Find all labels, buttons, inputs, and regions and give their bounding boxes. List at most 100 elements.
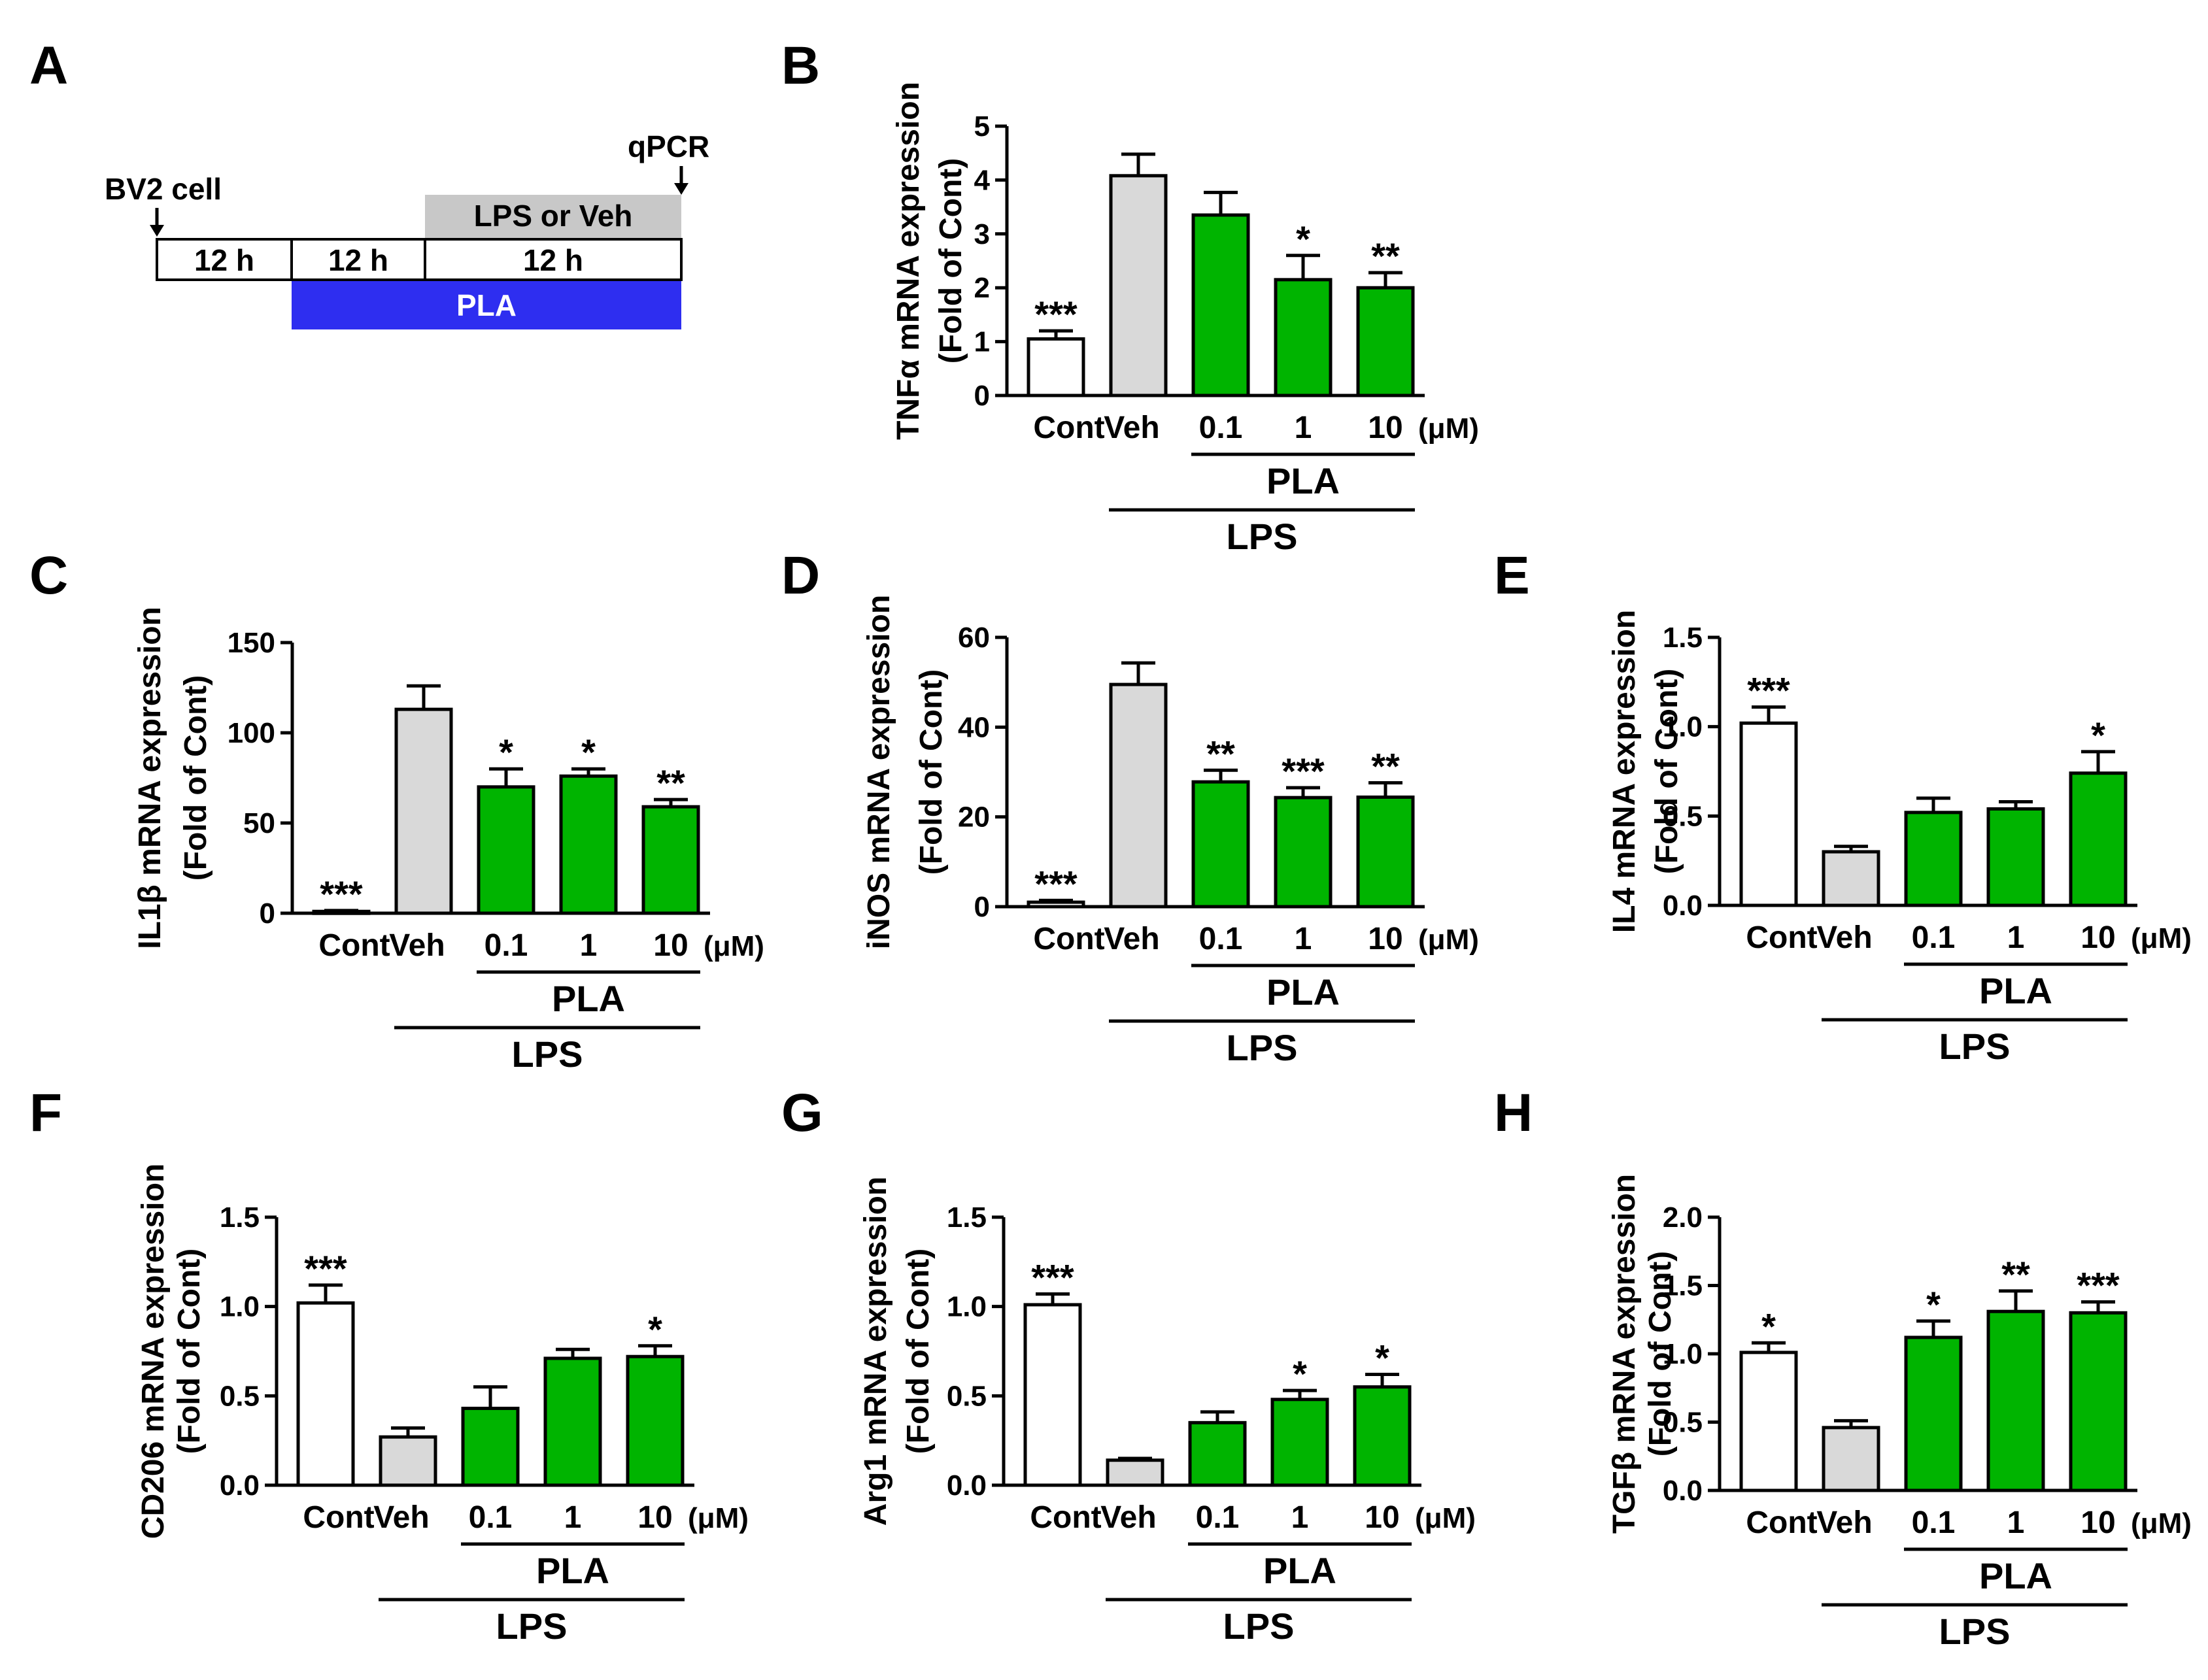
bar-10 — [2069, 1311, 2128, 1492]
bar-cont — [1023, 1303, 1082, 1487]
pla-treatment-label: PLA — [456, 288, 517, 322]
y-tick-label: 1.5 — [947, 1201, 987, 1234]
y-axis-subtitle: (Fold of Cont) — [178, 675, 213, 881]
significance-marker: *** — [304, 1248, 347, 1289]
y-tick-label: 0.0 — [1663, 1475, 1703, 1507]
y-axis-subtitle: (Fold of Cont) — [1643, 1251, 1678, 1457]
panel-letter-a: A — [29, 36, 68, 95]
x-category-label: 0.1 — [469, 1500, 513, 1535]
x-category-label: Veh — [1104, 922, 1159, 956]
x-category-label: 10 — [1365, 1500, 1399, 1535]
x-category-label: 1 — [1295, 411, 1312, 445]
y-tick-label: 1.0 — [1663, 1338, 1703, 1370]
y-tick-label: 100 — [228, 717, 275, 749]
y-axis-title: CD206 mRNA expression — [136, 1164, 171, 1539]
unit-label: (μM) — [704, 930, 764, 962]
y-tick-label: 1.5 — [220, 1201, 260, 1234]
x-category-label: Veh — [1816, 920, 1872, 955]
bar-0-1 — [1191, 213, 1250, 397]
x-category-label: 1 — [1291, 1500, 1309, 1535]
lps-group-label: LPS — [496, 1605, 568, 1647]
bar-1 — [543, 1356, 602, 1487]
significance-marker: ** — [656, 762, 685, 803]
pla-treatment-bar — [292, 281, 681, 329]
chart-d: D 0 20 40 60 iNOS mRNA expression (Fold of Con… — [781, 546, 1479, 1068]
significance-marker: * — [1293, 1353, 1307, 1394]
x-category-label: 1 — [580, 928, 598, 963]
lps-group-label: LPS — [1227, 1027, 1298, 1068]
lps-group-label: LPS — [512, 1033, 583, 1075]
x-category-label: Cont — [1030, 1500, 1101, 1535]
significance-marker: *** — [1747, 670, 1790, 711]
qpcr-label: qPCR — [628, 129, 709, 163]
panel-letter-c: C — [29, 546, 68, 605]
x-category-label: Veh — [1104, 411, 1159, 445]
chart-g: G 0.0 0.5 1.0 1.5 Arg1 mRNA expression (Fold o… — [781, 1083, 1476, 1647]
y-tick-label: 2.0 — [1663, 1201, 1703, 1234]
x-category-label: Veh — [1816, 1505, 1872, 1540]
bar-0-1 — [477, 785, 535, 915]
y-tick-label: 20 — [958, 801, 990, 833]
bar-cont — [1739, 1351, 1798, 1492]
significance-marker: * — [1296, 218, 1310, 260]
y-axis-title: Arg1 mRNA expression — [858, 1177, 893, 1526]
bar-10 — [626, 1354, 685, 1487]
significance-marker: *** — [1031, 1257, 1074, 1298]
y-tick-label: 0.5 — [1663, 800, 1703, 832]
unit-label: (μM) — [2131, 1507, 2192, 1539]
pla-group-label: PLA — [1979, 970, 2052, 1011]
y-tick-label: 0.5 — [947, 1380, 987, 1412]
panel-letter-b: B — [781, 36, 820, 95]
significance-marker: ** — [1371, 745, 1400, 786]
bar-10 — [1353, 1385, 1412, 1487]
interval-label-2: 12 h — [328, 243, 388, 277]
bar-10 — [2069, 771, 2128, 907]
significance-marker: *** — [1282, 750, 1325, 792]
y-tick-label: 60 — [958, 622, 990, 654]
x-category-label: Veh — [389, 928, 445, 963]
panel-letter-e: E — [1494, 546, 1530, 605]
x-category-label: 10 — [637, 1500, 672, 1535]
significance-marker: * — [499, 731, 513, 773]
lps-group-label: LPS — [1227, 516, 1298, 557]
y-axis-title: iNOS mRNA expression — [862, 595, 896, 949]
significance-marker: *** — [320, 873, 363, 915]
interval-label-3: 12 h — [523, 243, 583, 277]
significance-marker: * — [1375, 1337, 1389, 1379]
y-tick-label: 0.0 — [220, 1470, 260, 1502]
y-axis-title: IL1β mRNA expression — [133, 607, 167, 949]
bar-1 — [1986, 807, 2045, 907]
y-tick-label: 0 — [974, 891, 990, 923]
y-tick-label: 40 — [958, 711, 990, 743]
bar-0-1 — [1904, 811, 1963, 907]
chart-h: H 0.0 0.5 1.0 1.5 2.0 TGFβ mRNA expression (Fol… — [1494, 1083, 2192, 1652]
y-tick-label: 1.5 — [1663, 1270, 1703, 1302]
bar-1 — [559, 774, 618, 915]
x-category-label: 0.1 — [1912, 920, 1956, 955]
lps-veh-label: LPS or Veh — [474, 199, 633, 233]
pla-group-label: PLA — [1263, 1550, 1336, 1591]
panel-letter-d: D — [781, 546, 820, 605]
significance-marker: *** — [1034, 863, 1078, 904]
significance-marker: * — [1761, 1305, 1776, 1347]
bar-1 — [1986, 1309, 2045, 1492]
significance-marker: *** — [2077, 1265, 2120, 1306]
y-tick-label: 0 — [974, 380, 990, 412]
bar-veh — [1106, 1458, 1164, 1487]
y-axis-title: TGFβ mRNA expression — [1607, 1174, 1642, 1534]
panel-letter-g: G — [781, 1083, 823, 1143]
x-category-label: 10 — [2081, 1505, 2115, 1540]
x-category-label: Veh — [373, 1500, 429, 1535]
x-category-label: 1 — [1295, 922, 1312, 956]
bv2-arrow-icon — [150, 225, 164, 237]
y-tick-label: 150 — [228, 627, 275, 659]
significance-marker: * — [581, 731, 596, 773]
x-category-label: Cont — [303, 1500, 374, 1535]
schedule-panel: A BV2 cell qPCR LPS or Veh 12 h 12 h 12 … — [29, 36, 709, 329]
bv2-cell-label: BV2 cell — [105, 172, 222, 206]
bar-veh — [379, 1435, 437, 1487]
y-tick-label: 1.0 — [947, 1291, 987, 1323]
y-tick-label: 2 — [974, 272, 990, 304]
panel-letter-f: F — [29, 1083, 62, 1143]
